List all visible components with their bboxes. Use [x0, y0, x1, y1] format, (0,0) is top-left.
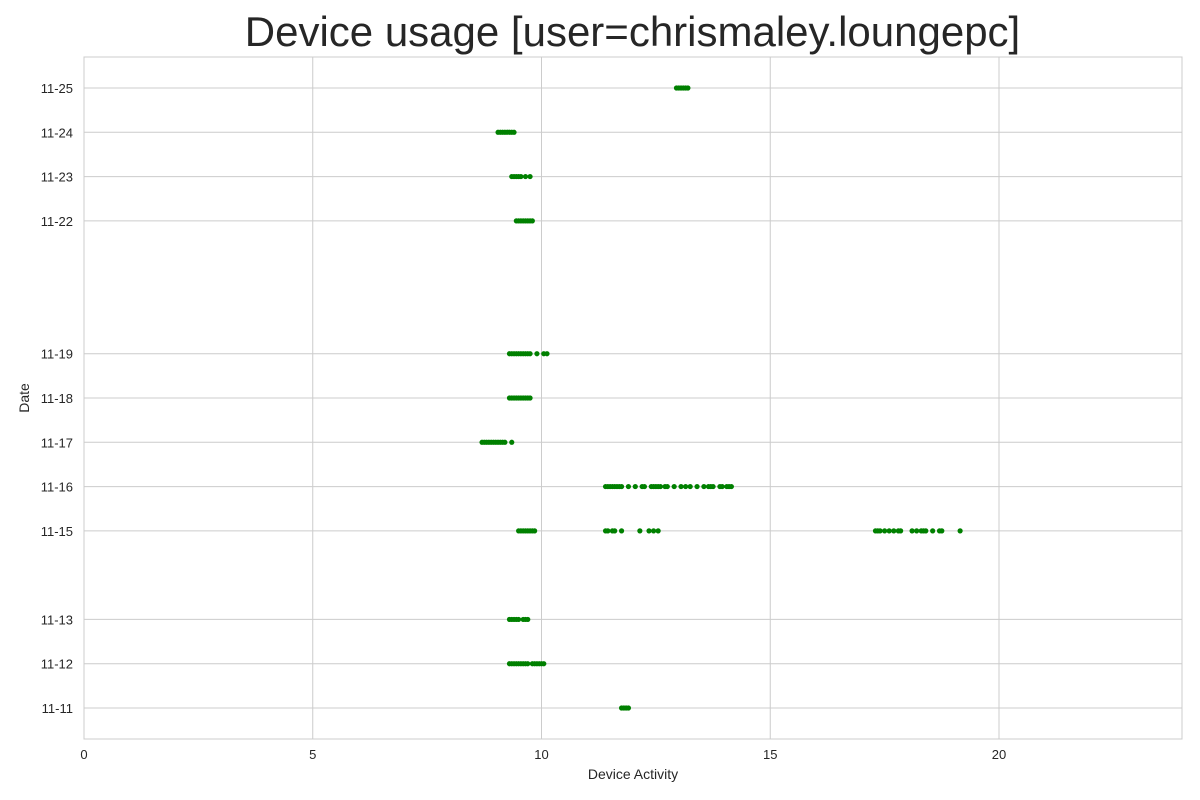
activity-point [914, 528, 920, 534]
tick-layer: 0 5 10 15 20 11-11 11-12 11-13 11-15 11-16 11-17 11… [41, 81, 1007, 762]
points-layer [479, 85, 963, 711]
activity-point [529, 218, 535, 224]
activity-point [541, 661, 547, 667]
y-tick-label: 11-19 [41, 347, 73, 362]
chart-title: Device usage [user=chrismaley.loungepc] [244, 8, 1021, 55]
y-tick-label: 11-13 [41, 612, 73, 627]
activity-point [641, 483, 648, 490]
y-tick-label: 11-24 [41, 125, 73, 140]
activity-point [957, 528, 963, 534]
activity-point [898, 528, 904, 534]
activity-point [618, 483, 625, 490]
activity-point [632, 483, 638, 490]
y-tick-label: 11-22 [41, 214, 73, 229]
activity-point [516, 616, 522, 623]
y-tick-label: 11-18 [41, 391, 73, 406]
activity-point [683, 483, 689, 490]
y-axis-label: Date [16, 383, 32, 413]
activity-point [527, 351, 533, 357]
x-tick-label: 20 [992, 747, 1006, 762]
x-tick-label: 0 [80, 747, 87, 762]
activity-point [657, 483, 664, 490]
activity-point [664, 483, 670, 490]
y-tick-label: 11-11 [42, 701, 73, 716]
activity-point [534, 351, 540, 357]
activity-point [939, 528, 945, 534]
x-tick-label: 15 [763, 747, 777, 762]
activity-point [527, 395, 533, 401]
x-tick-label: 10 [534, 747, 548, 762]
plot-frame [83, 56, 1183, 740]
activity-point [625, 483, 632, 490]
activity-point [694, 483, 700, 490]
activity-point [637, 528, 643, 534]
activity-point [612, 528, 618, 534]
activity-point [655, 528, 661, 534]
y-tick-label: 11-15 [41, 524, 73, 539]
y-tick-label: 11-16 [41, 480, 73, 495]
activity-point [678, 483, 684, 490]
activity-point [511, 129, 517, 135]
activity-point [525, 616, 531, 623]
activity-point [509, 439, 515, 445]
y-tick-label: 11-23 [41, 170, 73, 185]
activity-point [518, 173, 524, 180]
activity-point [719, 483, 725, 490]
activity-point [605, 528, 611, 534]
activity-point [909, 528, 915, 534]
activity-point [877, 528, 883, 534]
activity-point [544, 351, 550, 357]
activity-point [646, 528, 652, 534]
activity-point [525, 661, 531, 667]
activity-point [527, 173, 533, 180]
activity-point [728, 483, 734, 490]
y-tick-label: 11-17 [41, 435, 73, 450]
activity-point [930, 528, 936, 534]
activity-point [687, 483, 693, 490]
activity-point [522, 173, 529, 180]
y-tick-label: 11-25 [41, 81, 73, 96]
activity-point [502, 439, 508, 445]
activity-point [685, 85, 691, 91]
activity-point [923, 528, 929, 534]
activity-point [891, 528, 897, 534]
activity-point [671, 483, 677, 490]
activity-point [886, 528, 892, 534]
grid-layer [83, 57, 1182, 739]
activity-point [701, 483, 707, 490]
activity-point [710, 483, 716, 490]
activity-point [882, 528, 888, 534]
activity-point [532, 528, 538, 534]
activity-point [650, 528, 657, 534]
activity-point [625, 705, 632, 711]
x-axis-label: Device Activity [588, 766, 678, 782]
y-tick-label: 11-12 [41, 657, 73, 672]
activity-point [618, 528, 625, 534]
x-tick-label: 5 [309, 747, 316, 762]
